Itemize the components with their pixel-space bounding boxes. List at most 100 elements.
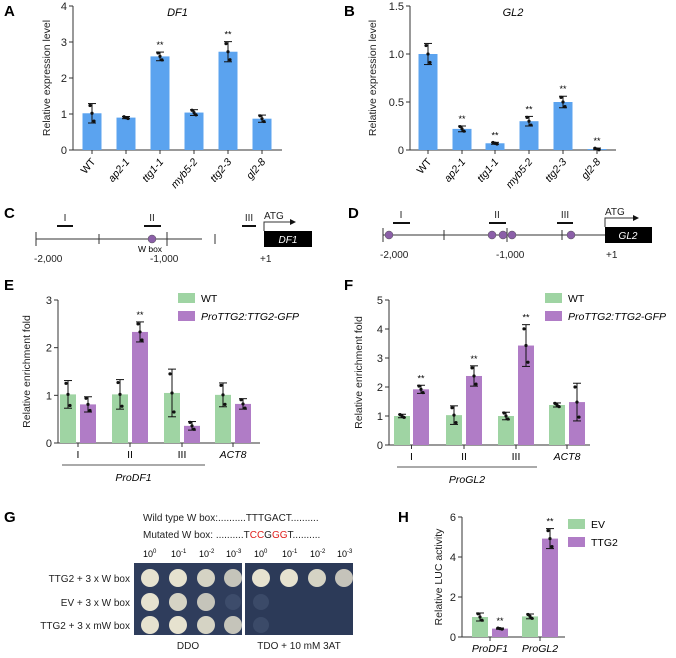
data-point xyxy=(526,612,530,617)
atg-label: ATG xyxy=(605,207,625,218)
region-ii: II xyxy=(494,210,500,221)
dilution-label: 10-1 xyxy=(171,549,187,559)
data-point xyxy=(90,111,94,115)
dilution-label: 10-3 xyxy=(337,549,353,559)
gene-name-df1: DF1 xyxy=(279,235,298,246)
w-box-label: W box xyxy=(138,244,163,254)
data-point xyxy=(88,103,92,108)
x-tick-label: WT xyxy=(415,156,435,177)
yeast-spot xyxy=(280,569,298,587)
legend-label: EV xyxy=(591,519,605,531)
mut-seq-0: ..........T xyxy=(216,530,250,541)
data-point xyxy=(190,108,194,112)
yeast-spot xyxy=(252,569,270,587)
y-tick-label: 0 xyxy=(46,438,52,450)
data-point xyxy=(224,42,228,46)
bar xyxy=(184,112,204,150)
row-label: TTG2 + 3 x mW box xyxy=(40,621,130,632)
bar-prottg2-ttg2-gfp xyxy=(80,404,96,443)
data-point xyxy=(502,411,506,415)
dilution-label: 10-2 xyxy=(310,549,326,559)
group-label: ProGL2 xyxy=(449,474,485,486)
data-point xyxy=(450,406,454,410)
bar-wt xyxy=(164,392,180,443)
dilution-label: 10-1 xyxy=(282,549,298,559)
bar-prottg2-ttg2-gfp xyxy=(466,375,482,445)
data-point xyxy=(402,415,406,419)
yeast-spot xyxy=(224,569,242,587)
x-tick-label: III xyxy=(178,449,187,461)
panel-label-b: B xyxy=(344,3,355,20)
y-tick-label: 3 xyxy=(377,353,383,365)
region-i: I xyxy=(64,213,67,224)
y-tick-label: 4 xyxy=(450,552,456,564)
x-tick-label: WT xyxy=(79,156,99,177)
data-point xyxy=(158,54,162,59)
data-point xyxy=(524,343,528,348)
bar-wt xyxy=(446,415,462,445)
tick-label: -1,000 xyxy=(150,254,179,265)
data-point xyxy=(160,58,164,62)
bar-wt xyxy=(498,416,514,445)
plate-label-ddo: DDO xyxy=(177,641,199,652)
x-tick-label: myb5-2 xyxy=(504,156,536,191)
data-point xyxy=(528,614,532,619)
data-point xyxy=(506,417,510,421)
tick-label: -1,000 xyxy=(496,250,525,261)
legend-label: ProTTG2:TTG2-GFP xyxy=(201,311,299,323)
data-point xyxy=(192,110,196,115)
data-point xyxy=(426,52,430,56)
data-point xyxy=(476,612,480,616)
bar xyxy=(485,143,505,150)
x-tick-label: II xyxy=(127,449,133,461)
row-label: TTG2 + 3 x W box xyxy=(49,574,130,585)
bar xyxy=(452,128,472,150)
data-point xyxy=(120,404,124,408)
x-tick-label: ttg2-3 xyxy=(208,156,235,184)
data-point xyxy=(417,384,421,388)
x-tick-label: ACT8 xyxy=(553,451,581,463)
data-point xyxy=(480,618,484,622)
significance-mark: ** xyxy=(546,517,554,527)
panel-label-c: C xyxy=(4,205,15,222)
bar-prottg2-ttg2-gfp xyxy=(235,403,251,443)
bar-ttg2 xyxy=(492,628,508,637)
x-tick-label: ProDF1 xyxy=(472,643,508,655)
significance-mark: ** xyxy=(593,136,601,146)
promoter-diagram-df1: I II III W box DF1 ATG -2,000 -1,000 +1 xyxy=(34,211,312,265)
row-label: EV + 3 x W box xyxy=(61,598,130,609)
legend-swatch xyxy=(178,311,195,321)
bar-prottg2-ttg2-gfp xyxy=(413,389,429,445)
tss-arrow-icon xyxy=(263,221,290,231)
y-axis-label: Relative enrichment fold xyxy=(353,316,365,429)
yeast-spot xyxy=(197,569,215,587)
x-tick-label: gl2-8 xyxy=(244,156,268,182)
region-iii: III xyxy=(561,210,569,221)
data-point xyxy=(472,374,476,378)
bar xyxy=(116,117,136,150)
data-point xyxy=(88,408,92,413)
y-tick-label: 5 xyxy=(377,295,383,307)
dilution-label: 10-2 xyxy=(199,549,215,559)
x-tick-label: I xyxy=(77,449,80,461)
data-point xyxy=(239,398,243,402)
legend-swatch xyxy=(545,311,562,321)
data-point xyxy=(495,142,499,146)
panel-label-e: E xyxy=(4,277,14,294)
chart-title: GL2 xyxy=(503,7,524,19)
region-iii: III xyxy=(245,213,253,224)
data-point xyxy=(84,396,88,400)
data-point xyxy=(156,51,160,55)
y-tick-label: 1 xyxy=(377,411,383,423)
yeast-spot xyxy=(141,593,159,611)
tick-label: -2,000 xyxy=(34,254,63,265)
data-point xyxy=(260,117,264,121)
yeast-spot xyxy=(141,616,159,634)
data-point xyxy=(66,392,70,396)
y-tick-label: 0 xyxy=(450,632,456,644)
data-point xyxy=(421,390,425,395)
data-point xyxy=(194,113,198,117)
y-tick-label: 1 xyxy=(61,109,67,121)
data-point xyxy=(226,50,230,54)
legend-label: ProTTG2:TTG2-GFP xyxy=(568,311,666,323)
